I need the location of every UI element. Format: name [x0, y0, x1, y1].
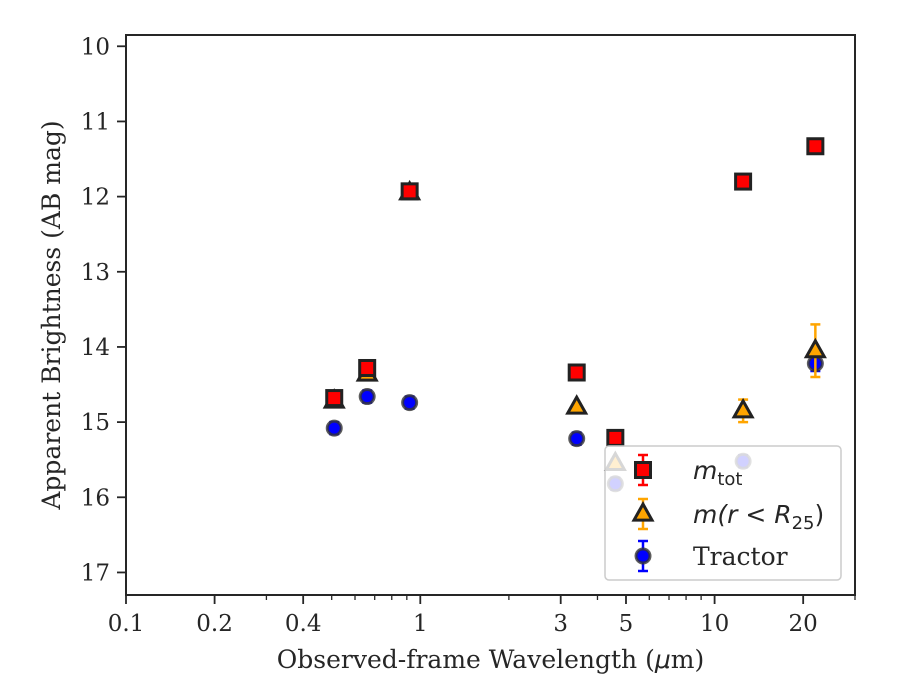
axes — [125, 34, 856, 596]
x-tick-label: 0.1 — [108, 611, 145, 637]
x-tick-label: 3 — [553, 611, 568, 637]
legend-marker-mr25 — [631, 501, 655, 522]
legend[interactable]: mtot m(r < R25) Tractor — [604, 445, 842, 581]
point-mtot — [325, 389, 344, 408]
y-tick-label: 10 — [81, 34, 110, 60]
y-tick-label: 16 — [81, 485, 110, 511]
point-mtot — [806, 137, 825, 156]
point-mr25 — [731, 397, 755, 419]
x-axis-label: Observed-frame Wavelength (μm) — [277, 645, 704, 674]
legend-marker-tractor — [634, 547, 652, 565]
y-tick-label: 15 — [81, 410, 110, 436]
point-tractor — [358, 388, 376, 406]
y-tick-label: 12 — [81, 185, 110, 211]
point-tractor — [568, 430, 586, 448]
plot-frame — [125, 34, 856, 596]
point-mr25 — [803, 337, 827, 359]
legend-entry-mr25: m(r < R25) — [631, 497, 824, 534]
legend-marker-mtot — [634, 461, 652, 479]
point-mtot — [400, 182, 419, 201]
x-tick-label: 1 — [413, 611, 428, 637]
series-mr25 — [322, 179, 827, 472]
x-tick-label: 5 — [619, 611, 634, 637]
x-tick-label: 20 — [789, 611, 818, 637]
y-tick-label: 13 — [81, 260, 110, 286]
x-tick-label: 0.2 — [196, 611, 233, 637]
legend-entry-mtot: mtot — [634, 453, 743, 490]
x-tick-label: 10 — [700, 611, 729, 637]
y-tick-label: 11 — [81, 109, 110, 135]
legend-label-mtot: mtot — [693, 456, 743, 490]
y-tick-label: 14 — [81, 335, 110, 361]
point-mtot — [567, 363, 586, 382]
y-tick-label: 17 — [81, 560, 110, 586]
legend-label-mr25: m(r < R25) — [693, 500, 824, 534]
legend-entry-tractor: Tractor — [634, 539, 788, 573]
point-mr25 — [565, 394, 589, 415]
point-mtot — [358, 358, 377, 377]
series-mtot — [325, 137, 825, 447]
point-mtot — [734, 172, 753, 191]
point-tractor — [325, 419, 343, 437]
point-mtot — [606, 428, 625, 447]
legend-label-tractor: Tractor — [693, 542, 788, 571]
point-tractor — [401, 394, 419, 412]
data-marks — [322, 137, 827, 493]
y-axis-label: Apparent Brightness (AB mag) — [37, 120, 66, 510]
legend-box — [604, 445, 842, 581]
x-tick-label: 0.4 — [285, 611, 322, 637]
